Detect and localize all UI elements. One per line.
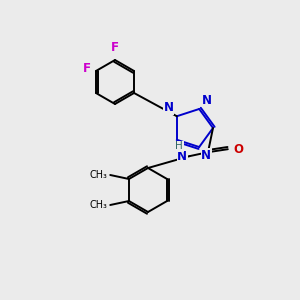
Text: H: H — [176, 141, 183, 151]
Text: N: N — [164, 101, 174, 114]
Text: O: O — [234, 143, 244, 156]
Text: N: N — [177, 150, 187, 163]
Text: N: N — [201, 149, 211, 162]
Text: F: F — [111, 41, 119, 54]
Text: N: N — [202, 94, 212, 107]
Text: F: F — [83, 61, 91, 74]
Text: CH₃: CH₃ — [89, 200, 107, 210]
Text: CH₃: CH₃ — [89, 170, 107, 180]
